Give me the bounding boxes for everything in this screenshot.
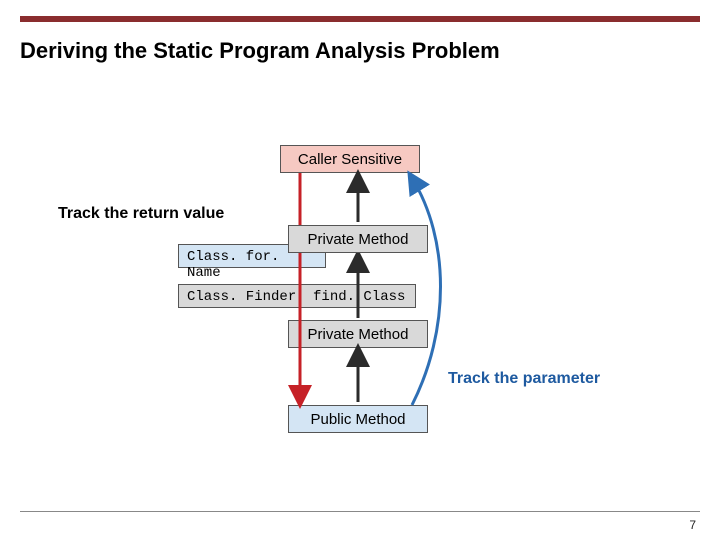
code-classfinder-findclass: Class. Finder. find. Class [178, 284, 416, 308]
arrow-layer [0, 0, 720, 540]
slide-root: Deriving the Static Program Analysis Pro… [0, 0, 720, 540]
box-public-method-label: Public Method [310, 411, 405, 428]
box-caller-sensitive-label: Caller Sensitive [298, 151, 402, 168]
arrow-param-blue [412, 178, 441, 405]
box-private-method-1: Private Method [288, 225, 428, 253]
slide-title: Deriving the Static Program Analysis Pro… [20, 38, 500, 64]
code-classfinder-findclass-text: Class. Finder. find. Class [187, 289, 405, 305]
box-private-method-2: Private Method [288, 320, 428, 348]
box-public-method: Public Method [288, 405, 428, 433]
box-caller-sensitive: Caller Sensitive [280, 145, 420, 173]
top-rule [20, 16, 700, 22]
label-track-return: Track the return value [58, 205, 224, 223]
box-private-method-1-label: Private Method [308, 231, 409, 248]
bottom-rule [20, 511, 700, 512]
code-class-forname-text: Class. for. Name [187, 249, 279, 281]
label-track-parameter: Track the parameter [448, 370, 600, 388]
page-number: 7 [689, 518, 696, 532]
box-private-method-2-label: Private Method [308, 326, 409, 343]
